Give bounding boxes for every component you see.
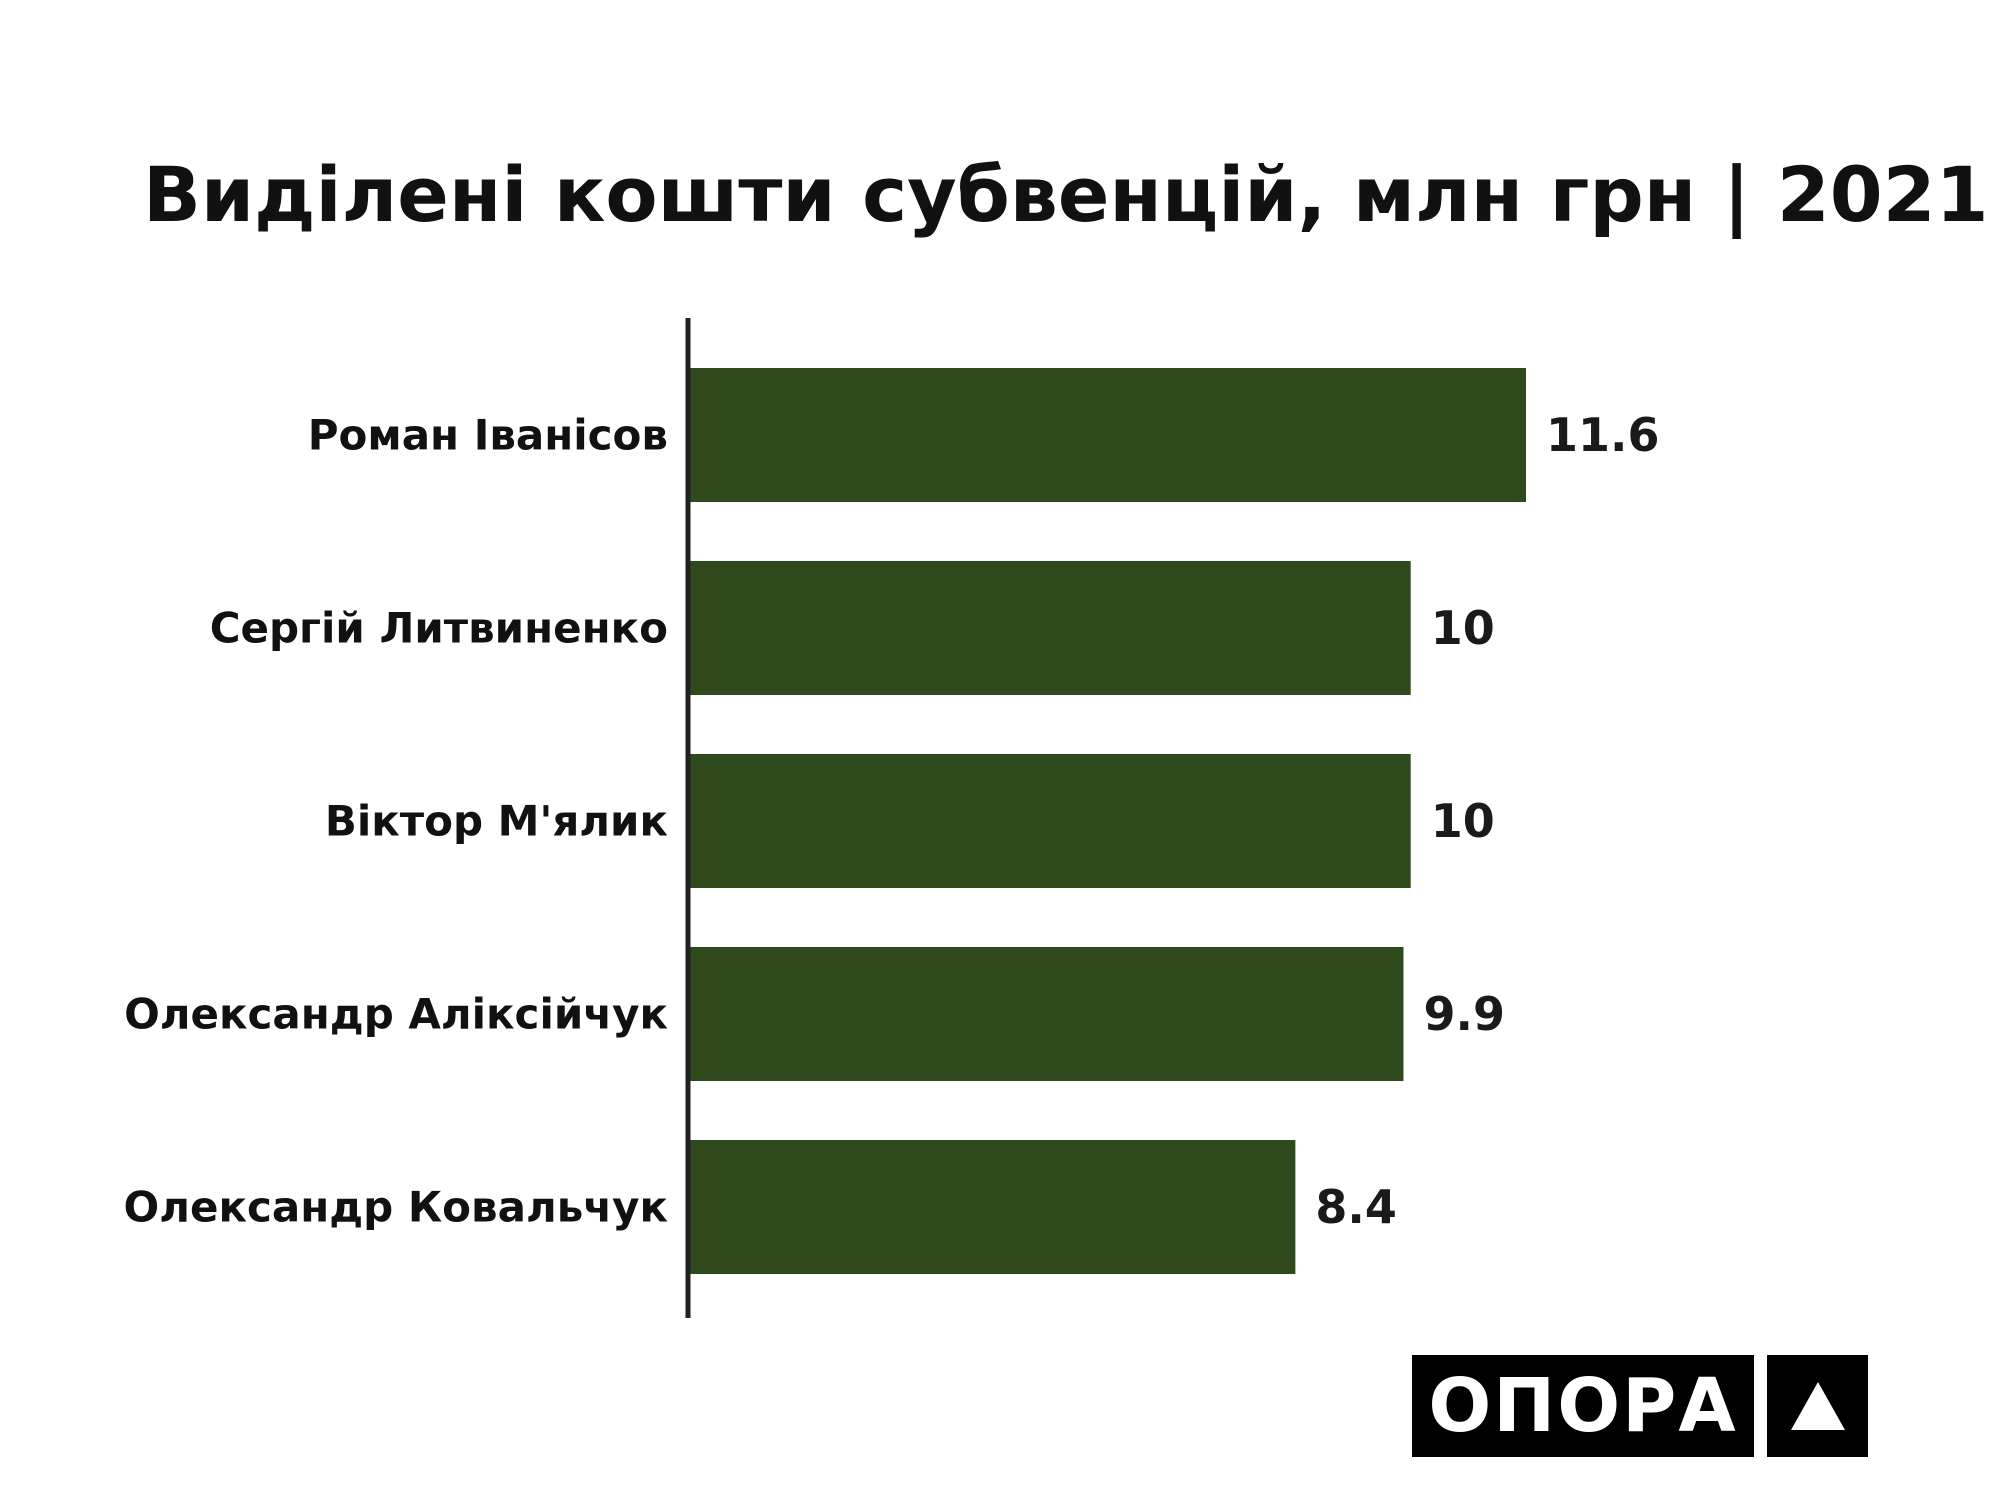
value-label-5: 8.4: [1315, 1180, 1397, 1234]
opora-logo: ОПОРА: [1412, 1355, 1868, 1457]
category-label-2: Сергій Литвиненко: [210, 604, 668, 653]
chart-title: Виділені кошти субвенцій, млн грн | 2021: [143, 150, 1989, 239]
bar-1: [690, 368, 1526, 502]
bars-layer: [690, 368, 1526, 1274]
category-label-4: Олександр Аліксійчук: [124, 990, 668, 1039]
bar-5: [690, 1140, 1296, 1274]
value-label-3: 10: [1431, 794, 1495, 848]
bar-3: [690, 754, 1411, 888]
category-label-3: Віктор М'ялик: [325, 797, 668, 846]
category-label-5: Олександр Ковальчук: [124, 1183, 668, 1232]
labels-layer: Роман Іванісов 11.6 Сергій Литвиненко 10 Вік…: [124, 408, 1660, 1234]
triangle-icon: [1767, 1355, 1868, 1457]
logo-text: ОПОРА: [1412, 1355, 1754, 1457]
bar-4: [690, 947, 1404, 1081]
category-label-1: Роман Іванісов: [308, 411, 668, 460]
value-label-4: 9.9: [1423, 987, 1505, 1041]
value-label-1: 11.6: [1546, 408, 1660, 462]
bar-2: [690, 561, 1411, 695]
value-label-2: 10: [1431, 601, 1495, 655]
